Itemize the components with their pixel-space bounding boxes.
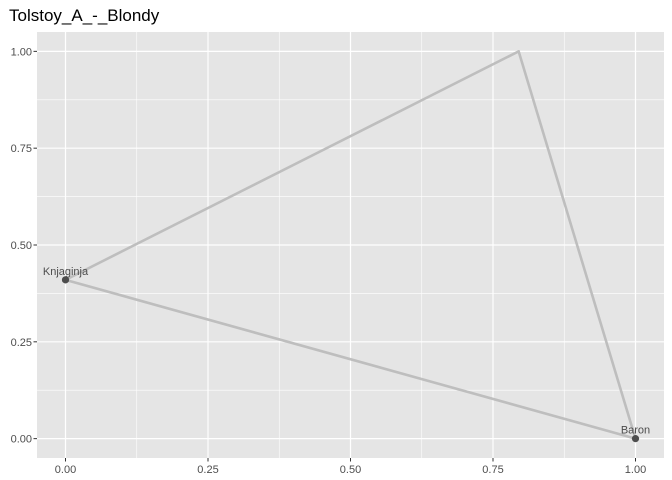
x-tick-label: 1.00 xyxy=(625,464,646,476)
point-label: Baron xyxy=(621,425,650,437)
point-label: Knjaginja xyxy=(43,266,89,278)
y-tick-label: 1.00 xyxy=(11,46,32,58)
network-points: Knjaginja Baron xyxy=(43,266,650,443)
x-axis: 0.00 0.25 0.50 0.75 1.00 xyxy=(55,458,646,476)
y-axis: 0.00 0.25 0.50 0.75 1.00 xyxy=(11,46,37,446)
x-tick-label: 0.50 xyxy=(340,464,361,476)
y-tick-label: 0.75 xyxy=(11,143,32,155)
point-marker xyxy=(61,276,70,284)
point-marker xyxy=(631,435,640,443)
edge-line xyxy=(64,278,637,440)
y-tick-label: 0.25 xyxy=(11,337,32,349)
y-tick-label: 0.50 xyxy=(11,240,32,252)
edge-line xyxy=(517,50,637,440)
y-tick-label: 0.00 xyxy=(11,434,32,446)
edge-line xyxy=(64,50,520,282)
chart-title: Tolstoy_A_-_Blondy xyxy=(9,6,160,25)
grid-major xyxy=(37,32,664,458)
x-tick-label: 0.25 xyxy=(197,464,218,476)
x-tick-label: 0.00 xyxy=(55,464,76,476)
network-edges xyxy=(64,50,637,440)
x-tick-label: 0.75 xyxy=(482,464,503,476)
